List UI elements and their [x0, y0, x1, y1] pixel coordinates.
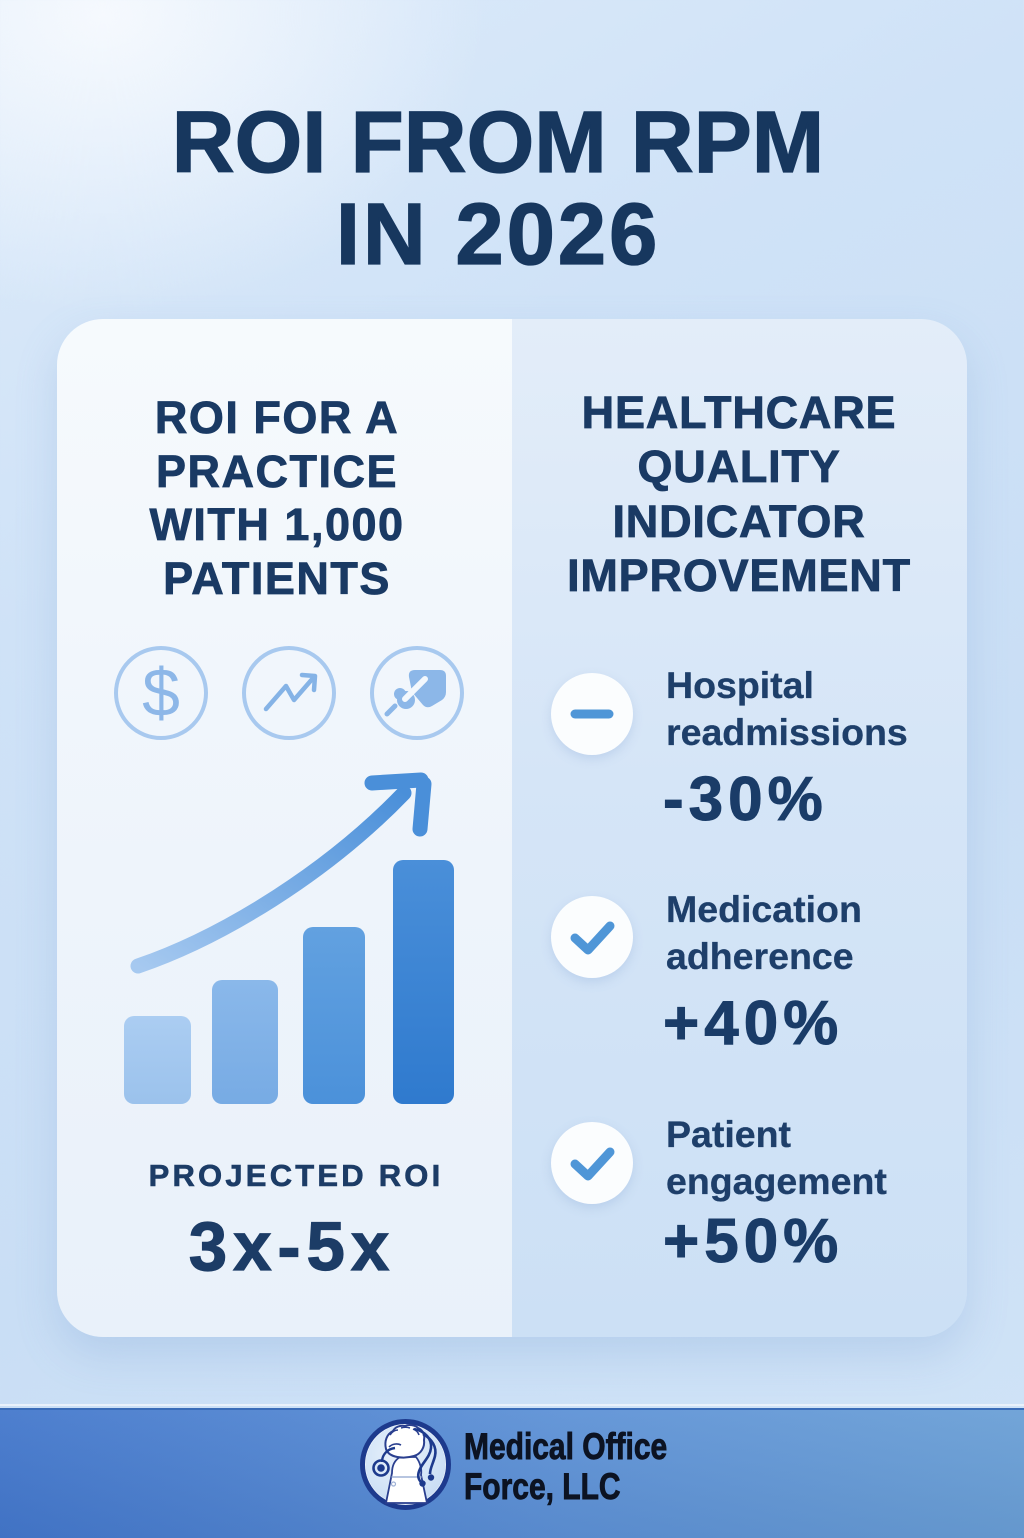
svg-text:$: $ [142, 655, 180, 731]
